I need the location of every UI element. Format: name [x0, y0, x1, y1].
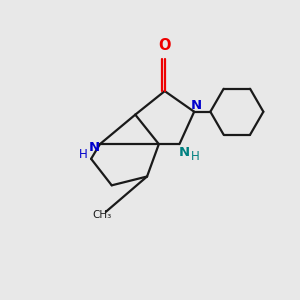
Text: CH₃: CH₃ — [93, 210, 112, 220]
Text: O: O — [158, 38, 171, 53]
Text: H: H — [80, 148, 88, 161]
Text: H: H — [191, 150, 200, 163]
Text: N: N — [191, 99, 202, 112]
Text: N: N — [88, 141, 100, 154]
Text: N: N — [179, 146, 190, 159]
